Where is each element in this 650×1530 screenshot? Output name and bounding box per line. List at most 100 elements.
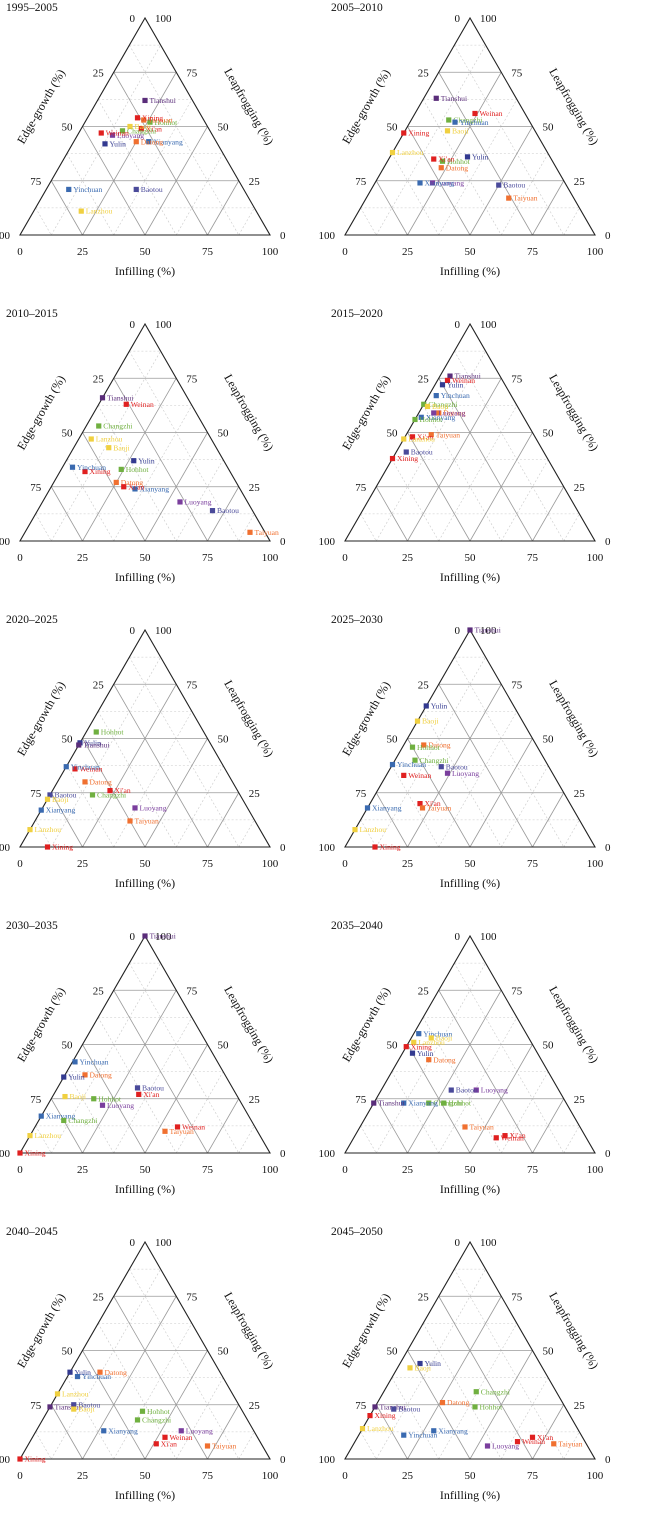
minor-gridline — [563, 1431, 580, 1460]
point-label: Luoyang — [117, 131, 144, 140]
data-point — [27, 827, 33, 833]
data-point — [448, 1087, 454, 1093]
minor-gridline — [129, 962, 240, 1154]
point-label: Hohhot — [447, 157, 471, 166]
data-point — [47, 1404, 53, 1410]
major-gridline — [207, 1404, 240, 1460]
minor-gridline — [500, 765, 549, 848]
point-label: Luoyang — [481, 1086, 508, 1095]
data-point — [162, 1128, 168, 1134]
tick-label-infilling: 100 — [587, 552, 604, 564]
minor-gridline — [129, 1268, 240, 1460]
tick-label-infilling: 100 — [587, 1164, 604, 1176]
tick-label-edge-growth: 25 — [418, 67, 430, 79]
tick-label-leapfrogging: 25 — [574, 788, 586, 800]
data-point — [127, 818, 133, 824]
data-point — [418, 414, 424, 420]
panel-title: 1995–2005 — [6, 2, 58, 14]
data-point — [119, 128, 126, 134]
tick-label-infilling: 25 — [402, 246, 414, 258]
tick-label-infilling: 75 — [202, 858, 214, 870]
data-point — [134, 1085, 141, 1091]
minor-gridline — [50, 44, 161, 236]
minor-gridline — [50, 962, 161, 1154]
minor-gridline — [454, 962, 565, 1154]
minor-gridline — [35, 207, 52, 236]
major-gridline — [407, 1296, 502, 1460]
minor-gridline — [422, 405, 502, 542]
point-label: Yinchuan — [80, 1057, 109, 1066]
major-gridline — [50, 486, 83, 542]
data-point — [72, 766, 78, 772]
tick-label-edge-growth: 0 — [130, 319, 136, 331]
point-label: Weinan — [170, 1433, 193, 1442]
point-label: Changzhi — [453, 116, 482, 125]
data-point — [401, 130, 407, 136]
major-gridline — [532, 1098, 565, 1154]
minor-gridline — [238, 207, 255, 236]
point-label: Luoyang — [107, 1101, 134, 1110]
point-label: Baoji — [422, 717, 438, 726]
ternary-plot: 0 0 0 25 25 25 50 50 50 75 75 75 100 100 100 Infilling … — [0, 931, 286, 1196]
major-gridline — [50, 792, 83, 848]
data-point — [113, 479, 119, 486]
data-point — [71, 1402, 77, 1408]
data-point — [436, 410, 442, 416]
major-gridline — [144, 738, 208, 848]
tick-label-edge-growth: 75 — [355, 1400, 367, 1412]
data-point — [438, 764, 444, 770]
tick-label-leapfrogging: 0 — [605, 1454, 611, 1466]
data-point — [139, 1408, 146, 1414]
point-label: Datong — [447, 1398, 470, 1407]
data-point — [78, 208, 84, 214]
point-label: Lanzhou — [418, 1038, 445, 1047]
axis-label-infilling: Infilling (%) — [115, 264, 175, 278]
data-point — [414, 718, 421, 724]
data-point — [407, 1365, 413, 1371]
tick-label-edge-growth: 75 — [30, 788, 42, 800]
tick-label-edge-growth: 0 — [130, 625, 136, 637]
tick-label-leapfrogging: 100 — [155, 13, 172, 25]
data-point — [391, 1406, 397, 1412]
tick-label-leapfrogging: 50 — [543, 734, 555, 746]
point-label: Changzhi — [97, 791, 126, 800]
tick-label-edge-growth: 50 — [387, 1040, 399, 1052]
tick-label-infilling: 25 — [402, 1470, 414, 1482]
tick-label-infilling: 75 — [527, 552, 539, 564]
point-label: Xining — [397, 454, 418, 463]
point-label: Yinchuan — [73, 185, 102, 194]
tick-label-edge-growth: 0 — [130, 1237, 136, 1249]
point-label: Luoyang — [438, 409, 465, 418]
tick-label-edge-growth: 100 — [0, 1148, 11, 1160]
data-point — [109, 132, 116, 138]
minor-gridline — [563, 513, 580, 542]
minor-gridline — [391, 1377, 440, 1460]
point-label: Xi'an — [417, 432, 433, 441]
point-label: Baotou — [217, 506, 239, 515]
data-point — [417, 801, 423, 807]
tick-label-edge-growth: 25 — [418, 373, 430, 385]
point-label: Xining — [25, 1455, 46, 1464]
tick-label-edge-growth: 50 — [62, 1346, 74, 1358]
minor-gridline — [238, 1125, 255, 1154]
point-label: Weinan — [80, 764, 103, 773]
point-label: Datong — [446, 163, 469, 172]
data-point — [61, 1074, 67, 1080]
tick-label-infilling: 0 — [342, 246, 348, 258]
data-point — [446, 117, 452, 123]
data-point — [38, 807, 44, 813]
tick-label-edge-growth: 75 — [355, 482, 367, 494]
tick-label-edge-growth: 50 — [387, 428, 399, 440]
data-point — [514, 1439, 521, 1445]
major-gridline — [207, 792, 240, 848]
minor-gridline — [360, 513, 377, 542]
data-point — [102, 141, 108, 147]
data-point — [551, 1441, 557, 1447]
point-label: Baotou — [411, 448, 433, 457]
minor-gridline — [238, 819, 255, 848]
major-gridline — [375, 792, 408, 848]
major-gridline — [82, 738, 146, 848]
major-gridline — [207, 180, 240, 236]
data-point — [401, 772, 407, 778]
